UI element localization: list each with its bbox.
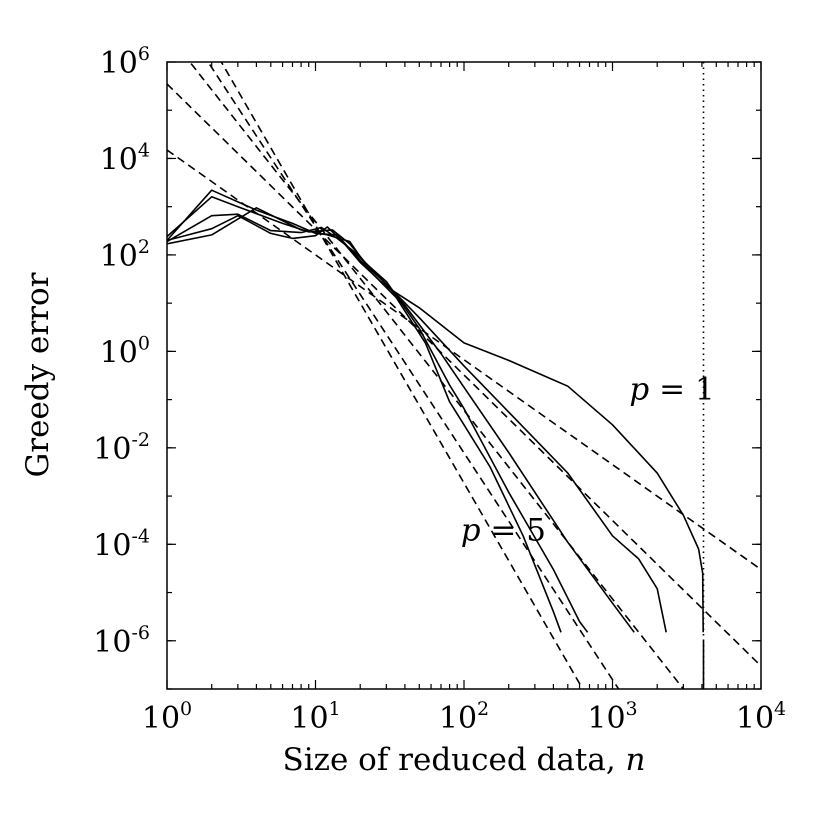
x-axis-label-var: n (626, 742, 646, 778)
annotation-p-1: p = 1 (629, 372, 714, 408)
series-line-fit-p-2 (167, 83, 761, 667)
y-tick-label: 106 (100, 43, 150, 81)
y-tick-label: 10-2 (93, 429, 150, 467)
x-tick-label: 101 (290, 698, 340, 736)
y-tick-label: 102 (100, 236, 150, 274)
series-line-fit-p-5 (220, 62, 584, 689)
x-tick-label: 104 (736, 698, 786, 736)
annotation-layer: p = 1 p = 5 (461, 372, 715, 549)
x-tick-label: 102 (439, 698, 489, 736)
series-line-p-4 (167, 196, 589, 633)
x-tick-label: 103 (587, 698, 637, 736)
series-line-p-1 (167, 214, 704, 633)
annotation-p-5: p = 5 (461, 512, 546, 548)
y-tick-labels: 10-6 10-4 10-2 100 102 104 106 (93, 43, 150, 660)
y-tick-label: 10-4 (93, 525, 150, 563)
x-axis-label-text: Size of reduced data, (283, 742, 626, 778)
y-tick-label: 100 (100, 332, 150, 370)
x-axis-label: Size of reduced data, n (283, 742, 646, 778)
plot-frame (166, 61, 762, 690)
series-line-fit-p-4 (207, 62, 620, 689)
x-tick-labels: 100 101 102 103 104 (142, 698, 786, 736)
series-line-fit-p-3 (188, 62, 685, 689)
series-line-p-5 (167, 189, 562, 633)
series-layer (167, 62, 761, 689)
y-tick-label: 10-6 (93, 622, 150, 660)
x-tick-label: 100 (142, 698, 192, 736)
y-axis-label: Greedy error (20, 272, 56, 477)
series-line-fit-p-1 (167, 149, 761, 571)
y-tick-label: 104 (100, 139, 150, 177)
